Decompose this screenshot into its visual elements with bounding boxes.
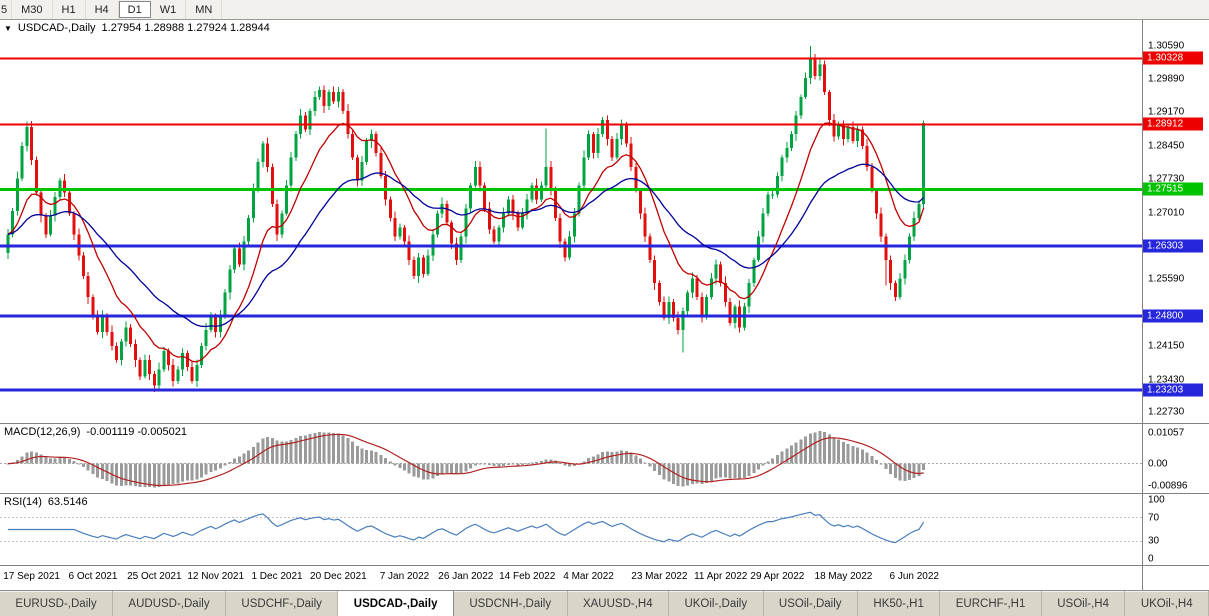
date-tick: 17 Sep 2021	[3, 571, 60, 582]
price-tick: 1.30590	[1148, 40, 1185, 52]
macd-tick: 0.01057	[1148, 427, 1185, 439]
price-tick: 1.28450	[1148, 140, 1185, 152]
price-tick: 1.29890	[1148, 73, 1185, 85]
axis-corner	[1143, 566, 1209, 590]
date-tick: 23 Mar 2022	[631, 571, 688, 582]
rsi-canvas[interactable]	[0, 494, 1142, 565]
price-tick: 1.24150	[1148, 340, 1185, 352]
macd-tick: 0.00	[1148, 458, 1168, 470]
timeframe-button-d1[interactable]: D1	[118, 1, 151, 18]
timeframe-button-h4[interactable]: H4	[86, 0, 119, 19]
date-tick: 14 Feb 2022	[499, 571, 556, 582]
price-axis[interactable]: 1.30590 1.29890 1.29170 1.28450 1.27730 1.270…	[1143, 20, 1209, 424]
price-line-badge: 1.28912	[1143, 117, 1203, 131]
price-axis-column: 1.30590 1.29890 1.29170 1.28450 1.27730 1.270…	[1142, 20, 1209, 590]
rsi-tick: 0	[1148, 553, 1154, 565]
price-tick: 1.29170	[1148, 106, 1185, 118]
date-tick: 4 Mar 2022	[563, 571, 614, 582]
date-tick: 25 Oct 2021	[127, 571, 182, 582]
price-line-badge: 1.24800	[1143, 309, 1203, 323]
symbol-tab-eurusd-daily[interactable]: EURUSD-,Daily	[0, 591, 113, 616]
symbol-tab-usdcad-daily[interactable]: USDCAD-,Daily	[338, 591, 454, 616]
rsi-tick: 70	[1148, 512, 1160, 524]
chart-workspace: ▼ USDCAD-,Daily 1.27954 1.28988 1.27924 …	[0, 20, 1209, 590]
symbol-tab-eurchf-h1[interactable]: EURCHF-,H1	[940, 591, 1042, 616]
date-tick: 11 Apr 2022	[694, 571, 748, 582]
symbol-tab-ukoil-daily[interactable]: UKOil-,Daily	[669, 591, 764, 616]
rsi-tick: 100	[1148, 494, 1165, 506]
symbol-tab-usoil-h4[interactable]: USOil-,H4	[1042, 591, 1126, 616]
timeframe-button-5[interactable]: 5	[0, 0, 13, 19]
chart-tab-bar: EURUSD-,Daily AUDUSD-,Daily USDCHF-,Daily U…	[0, 590, 1209, 616]
price-tick: 1.23430	[1148, 374, 1185, 386]
macd-canvas[interactable]	[0, 424, 1142, 493]
price-line-badge: 1.30328	[1143, 51, 1203, 65]
price-tick: 1.27010	[1148, 207, 1185, 219]
date-tick: 20 Dec 2021	[310, 571, 367, 582]
timeframe-toolbar: 5 M30 H1 H4 D1 W1 MN	[0, 0, 1209, 20]
timeframe-button-m30[interactable]: M30	[12, 0, 53, 19]
symbol-tab-ukoil-h4[interactable]: UKOil-,H4	[1125, 591, 1209, 616]
price-line-badge: 1.26303	[1143, 239, 1203, 253]
symbol-tab-hk50-h1[interactable]: HK50-,H1	[858, 591, 941, 616]
date-tick: 29 Apr 2022	[750, 571, 805, 582]
timeframe-button-w1[interactable]: W1	[151, 0, 187, 19]
charts-column: ▼ USDCAD-,Daily 1.27954 1.28988 1.27924 …	[0, 20, 1142, 590]
symbol-tab-usoil-daily[interactable]: USOil-,Daily	[764, 591, 858, 616]
symbol-tab-usdchf-daily[interactable]: USDCHF-,Daily	[226, 591, 339, 616]
macd-tick: -0.00896	[1148, 480, 1188, 492]
date-tick: 26 Jan 2022	[438, 571, 494, 582]
date-axis[interactable]: 17 Sep 2021 6 Oct 2021 25 Oct 2021 12 Nov 2…	[0, 566, 1142, 590]
symbol-tab-xauusd-h4[interactable]: XAUUSD-,H4	[568, 591, 670, 616]
timeframe-button-h1[interactable]: H1	[53, 0, 86, 19]
rsi-panel: RSI(14) 63.5146	[0, 494, 1142, 566]
price-chart-canvas[interactable]	[0, 20, 1142, 423]
price-tick: 1.27730	[1148, 173, 1185, 185]
price-line-badge: 1.27515	[1143, 182, 1203, 196]
date-tick: 7 Jan 2022	[379, 571, 430, 582]
date-tick: 6 Jun 2022	[889, 571, 939, 582]
macd-axis[interactable]: 0.01057 0.00 -0.00896	[1143, 424, 1209, 494]
price-tick: 1.25590	[1148, 273, 1185, 285]
price-tick: 1.22730	[1148, 406, 1185, 418]
symbol-tab-audusd-daily[interactable]: AUDUSD-,Daily	[113, 591, 226, 616]
date-tick: 18 May 2022	[814, 571, 873, 582]
date-tick: 12 Nov 2021	[187, 571, 245, 582]
symbol-tab-usdcnh-daily[interactable]: USDCNH-,Daily	[454, 591, 568, 616]
date-tick: 1 Dec 2021	[251, 571, 303, 582]
price-line-badge: 1.23203	[1143, 383, 1203, 397]
rsi-axis[interactable]: 100 70 30 0	[1143, 494, 1209, 566]
timeframe-button-mn[interactable]: MN	[186, 0, 223, 19]
main-chart-panel: ▼ USDCAD-,Daily 1.27954 1.28988 1.27924 …	[0, 20, 1142, 424]
macd-panel: MACD(12,26,9) -0.001119 -0.005021	[0, 424, 1142, 494]
date-tick: 6 Oct 2021	[68, 571, 118, 582]
rsi-tick: 30	[1148, 535, 1160, 547]
